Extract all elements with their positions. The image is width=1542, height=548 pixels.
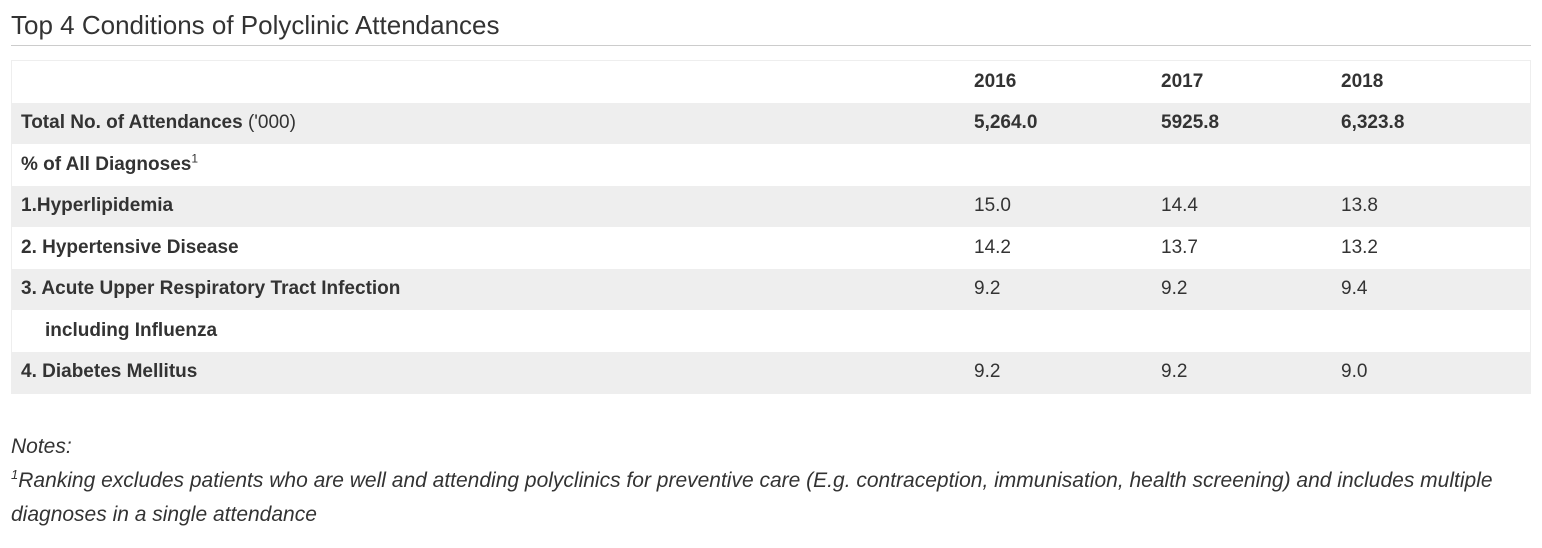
condition-value-2017: 9.2 [1152, 268, 1332, 310]
table-row: 4. Diabetes Mellitus 9.2 9.2 9.0 [12, 351, 1530, 393]
total-label: Total No. of Attendances [21, 112, 243, 134]
condition-label: 1.Hyperlipidemia [12, 185, 965, 227]
condition-value-2018: 13.8 [1332, 185, 1530, 227]
notes-heading: Notes: [11, 435, 72, 458]
header-year-2018: 2018 [1341, 70, 1384, 92]
condition-value-2017: 14.4 [1152, 185, 1332, 227]
page-container: Top 4 Conditions of Polyclinic Attendanc… [11, 0, 1531, 532]
total-value-2017: 5925.8 [1152, 102, 1332, 144]
total-value-2018: 6,323.8 [1332, 102, 1530, 144]
condition-value-2017: 9.2 [1152, 351, 1332, 393]
condition-value-2018: 13.2 [1341, 236, 1378, 258]
table-row: 3. Acute Upper Respiratory Tract Infecti… [12, 268, 1530, 310]
total-label-cell: Total No. of Attendances ('000) [12, 102, 965, 144]
condition-label: 3. Acute Upper Respiratory Tract Infecti… [12, 268, 965, 310]
condition-value-2017: 13.7 [1161, 236, 1198, 258]
condition-value-2018: 9.0 [1332, 351, 1530, 393]
condition-label: 4. Diabetes Mellitus [12, 351, 965, 393]
condition-label: 2. Hypertensive Disease [21, 236, 239, 258]
header-year-2016: 2016 [974, 70, 1017, 92]
table-row-total: Total No. of Attendances ('000) 5,264.0 … [12, 102, 1530, 144]
table-row-pct-header: % of All Diagnoses1 [12, 144, 1530, 186]
table-row: 1.Hyperlipidemia 15.0 14.4 13.8 [12, 185, 1530, 227]
header-empty-cell [12, 61, 965, 103]
table-header-row: 2016 2017 2018 [12, 61, 1530, 103]
condition-label-continuation: including Influenza [45, 319, 218, 341]
condition-value-2018: 9.4 [1332, 268, 1530, 310]
condition-value-2016: 9.2 [965, 351, 1152, 393]
notes-footnote-mark: 1 [11, 467, 19, 482]
notes-section: Notes: 1Ranking excludes patients who ar… [11, 430, 1531, 532]
footnote-mark: 1 [191, 151, 199, 166]
attendances-table: 2016 2017 2018 Total No. of Attendances … [12, 61, 1530, 393]
total-unit: ('000) [247, 112, 296, 134]
notes-footnote: 1Ranking excludes patients who are well … [11, 464, 1531, 532]
page-title: Top 4 Conditions of Polyclinic Attendanc… [11, 0, 1531, 46]
table-row-continuation: including Influenza [12, 310, 1530, 352]
table-row: 2. Hypertensive Disease 14.2 13.7 13.2 [12, 227, 1530, 269]
pct-header-cell: % of All Diagnoses1 [12, 144, 965, 186]
notes-footnote-text: Ranking excludes patients who are well a… [11, 469, 1493, 526]
attendances-table-wrapper: 2016 2017 2018 Total No. of Attendances … [11, 60, 1531, 394]
header-year-2017: 2017 [1161, 70, 1204, 92]
pct-header-label: % of All Diagnoses [21, 153, 192, 175]
condition-value-2016: 14.2 [974, 236, 1011, 258]
condition-value-2016: 15.0 [965, 185, 1152, 227]
condition-value-2016: 9.2 [965, 268, 1152, 310]
total-value-2016: 5,264.0 [965, 102, 1152, 144]
